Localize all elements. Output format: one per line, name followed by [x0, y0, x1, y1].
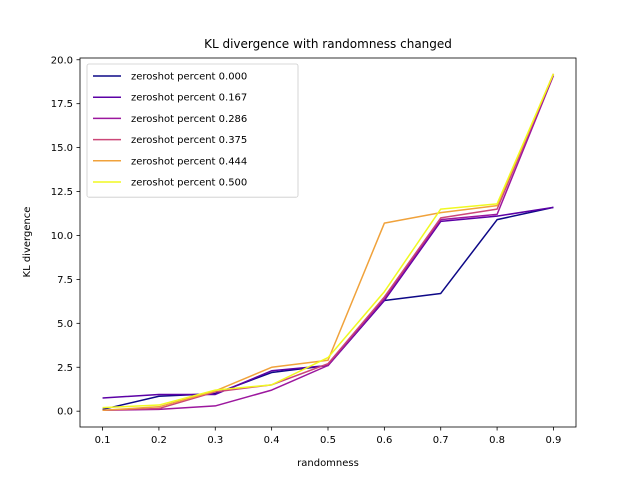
chart-title: KL divergence with randomness changed: [204, 37, 452, 51]
y-tick-label: 15.0: [51, 143, 73, 154]
x-axis-label: randomness: [297, 458, 359, 469]
legend-label: zeroshot percent 0.375: [131, 135, 247, 146]
x-tick-label: 0.1: [95, 435, 111, 446]
series-line-3: [102, 73, 555, 412]
y-tick-label: 5.0: [57, 319, 73, 330]
x-tick-label: 0.9: [546, 435, 562, 446]
y-tick-label: 10.0: [51, 231, 73, 242]
legend-label: zeroshot percent 0.167: [131, 93, 247, 104]
x-tick-label: 0.2: [151, 435, 167, 446]
plot-area: 0.1 0.2 0.3 0.4 0.5 0.6 0.7 0.8 0.9 0.0 2.5 5.0 7.5 1…: [51, 55, 577, 446]
series-line-2: [102, 75, 555, 412]
series-line-4: [102, 73, 555, 412]
legend-label: zeroshot percent 0.500: [131, 178, 247, 189]
legend-box: [86, 63, 299, 198]
y-tick-label: 2.5: [57, 363, 73, 374]
x-tick-label: 0.4: [264, 435, 280, 446]
x-tick-label: 0.5: [320, 435, 336, 446]
legend-label: zeroshot percent 0.286: [131, 114, 247, 125]
x-tick-label: 0.6: [376, 435, 392, 446]
x-tick-label: 0.8: [489, 435, 505, 446]
y-tick-label: 20.0: [51, 55, 73, 66]
x-tick-label: 0.3: [207, 435, 223, 446]
y-axis-label: KL divergence: [22, 207, 33, 278]
series-line-0: [102, 206, 554, 411]
y-tick-label: 12.5: [51, 187, 73, 198]
y-tick-label: 0.0: [57, 407, 73, 418]
y-tick-label: 17.5: [51, 99, 73, 110]
x-tick-label: 0.7: [433, 435, 449, 446]
series-line-5: [102, 73, 555, 409]
legend-label: zeroshot percent 0.444: [131, 156, 247, 167]
y-tick-label: 7.5: [57, 275, 73, 286]
legend-label: zeroshot percent 0.000: [131, 72, 247, 83]
series-line-1: [102, 206, 554, 399]
